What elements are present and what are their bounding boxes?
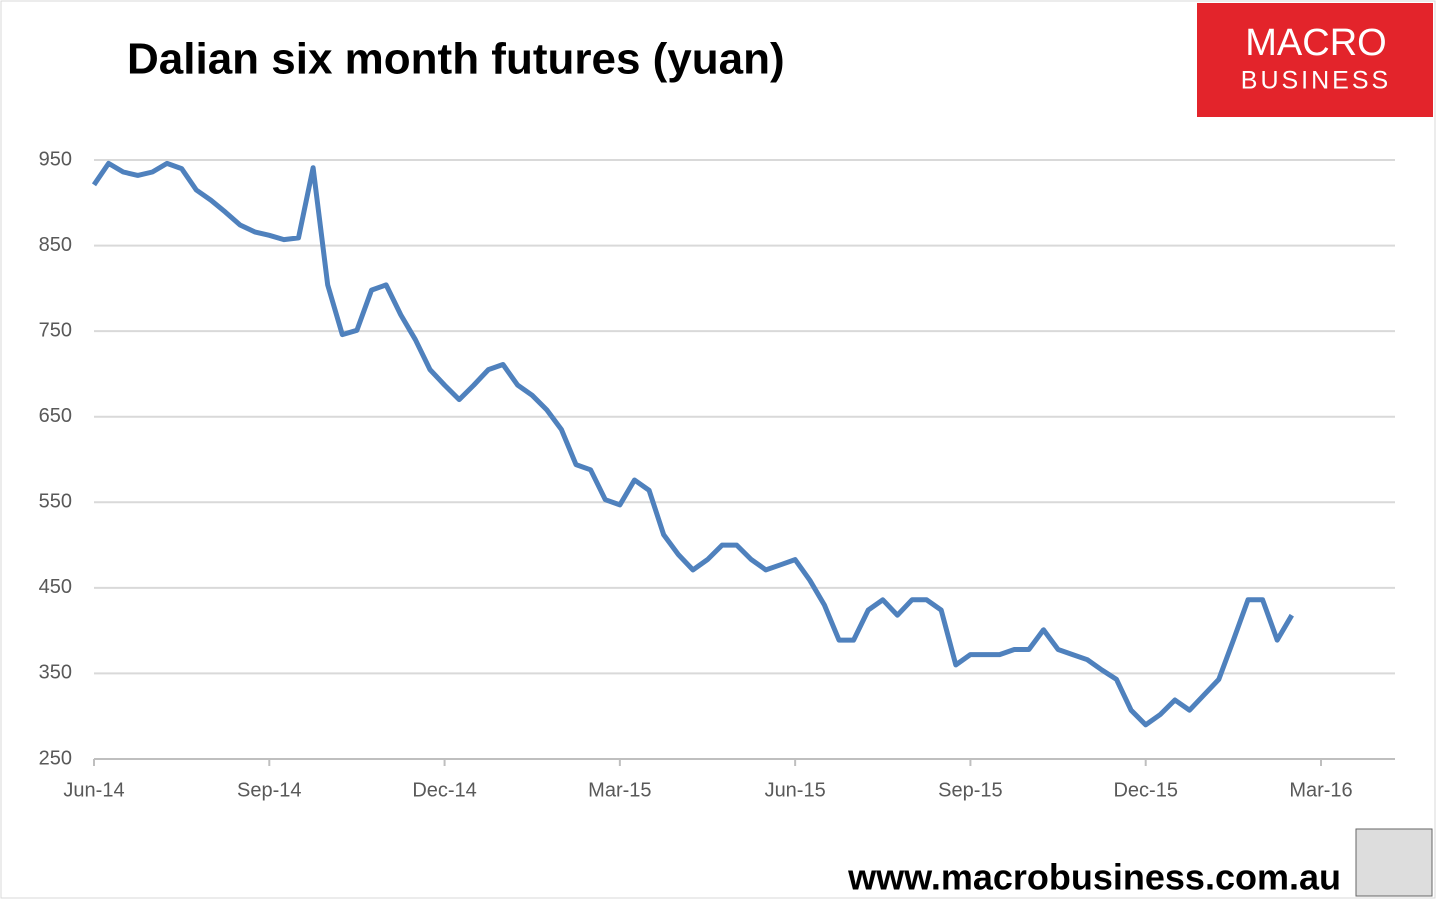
x-tick-label: Jun-15 [765,779,826,801]
x-tick-label: Dec-15 [1113,779,1177,801]
y-tick-label: 550 [39,491,72,513]
logo-text: BUSINESS [1241,67,1391,95]
x-tick-label: Mar-16 [1289,779,1352,801]
x-tick-label: Jun-14 [63,779,124,801]
y-tick-label: 850 [39,234,72,256]
x-tick-label: Sep-14 [237,779,302,801]
y-tick-label: 350 [39,662,72,684]
y-tick-label: 950 [39,148,72,170]
x-tick-label: Mar-15 [588,779,651,801]
fox-icon [1355,828,1433,897]
y-tick-label: 450 [39,576,72,598]
y-tick-label: 750 [39,319,72,341]
logo-text: MACRO [1245,22,1386,64]
source-url: www.macrobusiness.com.au [847,857,1341,898]
y-tick-label: 250 [39,747,72,769]
logo-box [1197,3,1433,117]
chart-title: Dalian six month futures (yuan) [127,35,785,84]
x-tick-label: Sep-15 [938,779,1003,801]
x-tick-label: Dec-14 [412,779,476,801]
data-line [91,160,1294,728]
y-tick-label: 650 [39,405,72,427]
